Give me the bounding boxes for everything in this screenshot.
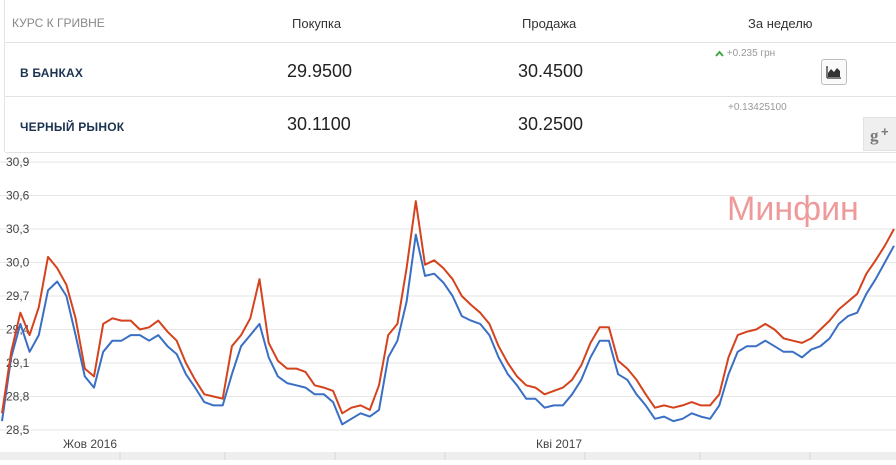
- y-tick-label: 30,3: [6, 222, 30, 236]
- area-chart-icon: [826, 66, 841, 79]
- table-row-banks: В БАНКАХ 29.9500 30.4500 +0.235 грн: [5, 43, 896, 97]
- grid-lines: [0, 161, 896, 431]
- y-tick-label: 30,9: [6, 155, 30, 169]
- banks-buy-value: 29.9500: [287, 61, 353, 81]
- x-tick-label: Кві 2017: [536, 437, 582, 451]
- watermark: Минфин: [727, 190, 859, 228]
- y-tick-label: 30,6: [6, 189, 30, 203]
- svg-text:+: +: [881, 124, 889, 139]
- range-navigator[interactable]: [0, 452, 896, 460]
- banks-week-change: +0.235 грн: [715, 48, 775, 59]
- x-axis-ticks: Жов 2016 Кві 2017: [63, 437, 582, 451]
- series-line-0: [1, 233, 895, 426]
- series-line-1: [1, 200, 895, 415]
- banks-sell-value: 30.4500: [518, 61, 584, 81]
- svg-text:g: g: [870, 126, 879, 145]
- google-plus-button[interactable]: g +: [863, 117, 896, 151]
- chart-bottom-bar: [0, 452, 896, 460]
- row-label-black-market: ЧЕРНЫЙ РЫНОК: [20, 120, 125, 134]
- chart-toggle-button[interactable]: [821, 59, 847, 85]
- google-plus-icon: g +: [870, 124, 889, 145]
- banks-week-change-text: +0.235 грн: [726, 48, 776, 59]
- y-tick-label: 29,7: [6, 289, 30, 303]
- y-tick-label: 29,1: [6, 356, 30, 370]
- black-buy-value: 30.1100: [287, 114, 351, 134]
- header-buy: Покупка: [292, 16, 342, 31]
- black-week-change: +0.13425100: [728, 102, 787, 113]
- table-header: КУРС К ГРИВНЕ Покупка Продажа За неделю: [5, 0, 896, 43]
- chart-lines: [1, 200, 895, 426]
- black-sell-value: 30.2500: [518, 114, 584, 134]
- row-label-banks: В БАНКАХ: [20, 66, 84, 80]
- header-sell: Продажа: [522, 16, 577, 31]
- x-tick-label: Жов 2016: [63, 437, 117, 451]
- exchange-rate-chart: 30,9 30,6 30,3 30,0 29,7 29,4 29,1 28,8 28,5 Мин…: [0, 152, 896, 460]
- y-axis-ticks: 30,930,630,330,029,729,429,128,828,5: [6, 155, 30, 437]
- y-tick-label: 28,5: [6, 423, 30, 437]
- header-week: За неделю: [748, 16, 813, 31]
- y-tick-label: 30,0: [6, 256, 30, 270]
- rates-table: КУРС К ГРИВНЕ Покупка Продажа За неделю …: [4, 0, 896, 153]
- header-rate-label: КУРС К ГРИВНЕ: [12, 16, 105, 30]
- table-row-black-market: ЧЕРНЫЙ РЫНОК 30.1100 30.2500 +0.13425100: [5, 97, 896, 153]
- y-tick-label: 28,8: [6, 390, 30, 404]
- up-arrow-icon: [715, 50, 724, 57]
- chart-svg: 30,930,630,330,029,729,429,128,828,5 Мин…: [0, 155, 896, 460]
